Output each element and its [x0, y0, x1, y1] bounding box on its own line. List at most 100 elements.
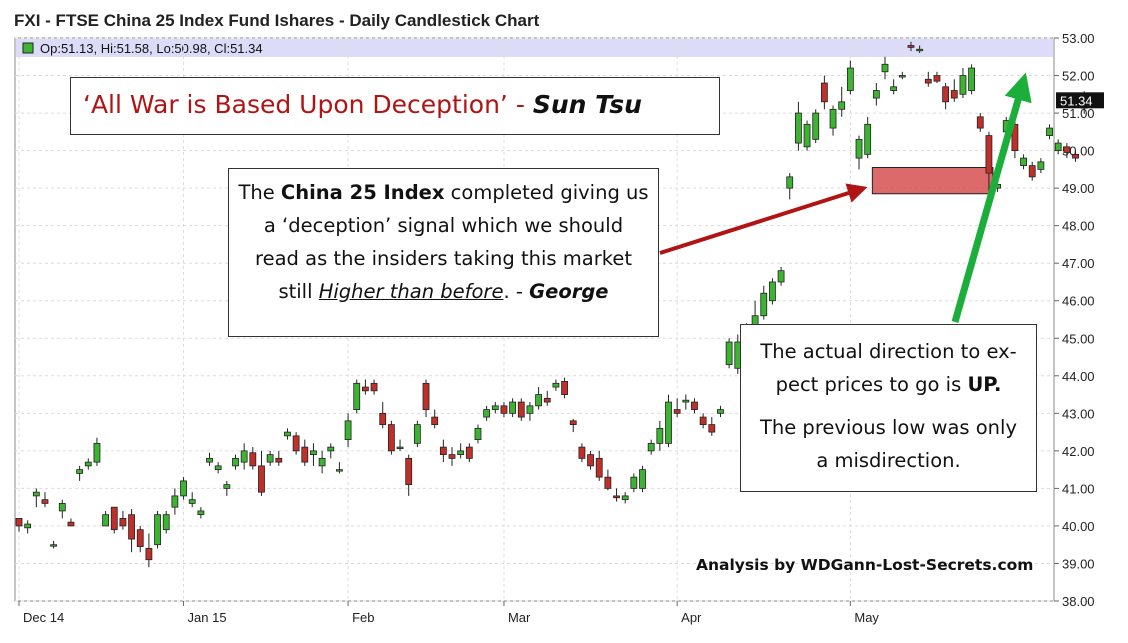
- candle: [284, 428, 291, 440]
- candle-body: [50, 544, 58, 547]
- candle: [587, 450, 594, 470]
- candle-body: [223, 484, 231, 489]
- candle: [1054, 139, 1062, 155]
- candle: [310, 443, 317, 466]
- candle: [630, 473, 638, 493]
- candle: [162, 510, 170, 534]
- candle: [656, 420, 664, 451]
- candle-body: [1037, 161, 1045, 170]
- candle-body: [656, 427, 664, 444]
- candle-body: [604, 476, 612, 489]
- y-tick-label: 52.00: [1062, 69, 1095, 84]
- candle-body: [846, 67, 854, 91]
- candle-body: [387, 424, 395, 452]
- candle-body: [275, 457, 283, 463]
- candle-body: [717, 409, 724, 414]
- candle-body: [517, 401, 525, 418]
- red-arrow: [659, 183, 868, 255]
- note-line: read as the insiders taking this market: [255, 247, 632, 270]
- candle: [102, 510, 109, 527]
- candle-body: [361, 386, 369, 392]
- candle: [820, 75, 828, 110]
- candle: [699, 413, 707, 429]
- candle-body: [864, 123, 872, 155]
- candle: [483, 405, 491, 421]
- candle: [119, 510, 127, 530]
- candle-body: [413, 424, 421, 444]
- candle: [898, 71, 906, 80]
- candle-body: [284, 431, 291, 437]
- candle-body: [959, 75, 967, 95]
- candle: [829, 105, 837, 136]
- candle-body: [145, 548, 153, 561]
- candle: [327, 443, 335, 459]
- candle-body: [855, 138, 863, 159]
- candle: [361, 379, 369, 395]
- candle: [1046, 124, 1053, 140]
- candle: [188, 492, 196, 508]
- candle-body: [465, 446, 473, 459]
- candle: [881, 56, 889, 80]
- candle: [232, 454, 239, 470]
- candle-body: [110, 506, 118, 531]
- candle-body: [1046, 127, 1053, 136]
- note-line: a misdirection.: [816, 449, 961, 472]
- candle-body: [587, 454, 594, 467]
- note-line: . -: [503, 280, 530, 303]
- candle-body: [647, 442, 655, 452]
- candle-body: [379, 412, 387, 425]
- y-tick-label: 46.00: [1062, 294, 1095, 309]
- candle-body: [838, 101, 846, 110]
- candle: [24, 520, 32, 534]
- note-line: The actual direction to ex-: [760, 340, 1017, 363]
- candle: [84, 458, 92, 470]
- note-line: pect prices to go is: [775, 373, 968, 396]
- candle: [396, 439, 404, 451]
- candle-body: [777, 270, 785, 283]
- candle-body: [500, 405, 508, 414]
- candle-body: [448, 454, 456, 459]
- ohlc-label: Op:51.13, Hi:51.58, Lo:50.98, Cl:51.34: [40, 41, 263, 56]
- candle-body: [24, 523, 32, 529]
- candle-body: [41, 499, 49, 504]
- candle-body: [985, 135, 993, 174]
- legend-swatch-icon: [22, 42, 34, 54]
- candle: [50, 540, 58, 549]
- candle: [32, 488, 40, 508]
- candle-body: [431, 416, 439, 425]
- x-tick-label: Jan 15: [188, 610, 227, 625]
- candle: [353, 379, 361, 414]
- candle-body: [682, 399, 690, 403]
- candle: [509, 398, 517, 418]
- candle-body: [898, 75, 906, 78]
- y-tick-label: 38.00: [1062, 594, 1095, 609]
- note-line: a ‘deception’ signal which we should: [263, 214, 624, 237]
- candle-body: [820, 82, 828, 103]
- candle-body: [58, 503, 66, 512]
- analysis-credit: Analysis by WDGann-Lost-Secrets.com: [696, 556, 1034, 574]
- candle-body: [786, 176, 794, 189]
- candle-body: [699, 416, 707, 425]
- candle-body: [509, 401, 517, 414]
- candle-body: [613, 495, 620, 499]
- candle: [1011, 120, 1019, 159]
- china-index-note: The China 25 Index completed giving us a…: [228, 168, 659, 337]
- candle: [604, 469, 612, 491]
- candle-body: [301, 446, 309, 463]
- note-bold: China 25 Index: [280, 181, 445, 204]
- quote-box: ‘All War is Based Upon Deception’ - Sun …: [70, 77, 720, 135]
- y-tick-label: 39.00: [1062, 556, 1095, 571]
- candle-body: [171, 495, 179, 508]
- candle-body: [67, 521, 75, 527]
- candle-body: [240, 450, 248, 463]
- candle-body: [639, 469, 646, 489]
- candle: [439, 439, 447, 463]
- candle: [812, 109, 820, 144]
- candle-body: [119, 518, 127, 527]
- candle: [448, 447, 456, 466]
- candle: [1020, 154, 1027, 170]
- candle: [223, 480, 231, 496]
- candle: [128, 509, 135, 553]
- candle: [110, 506, 118, 534]
- y-tick-label: 48.00: [1062, 219, 1095, 234]
